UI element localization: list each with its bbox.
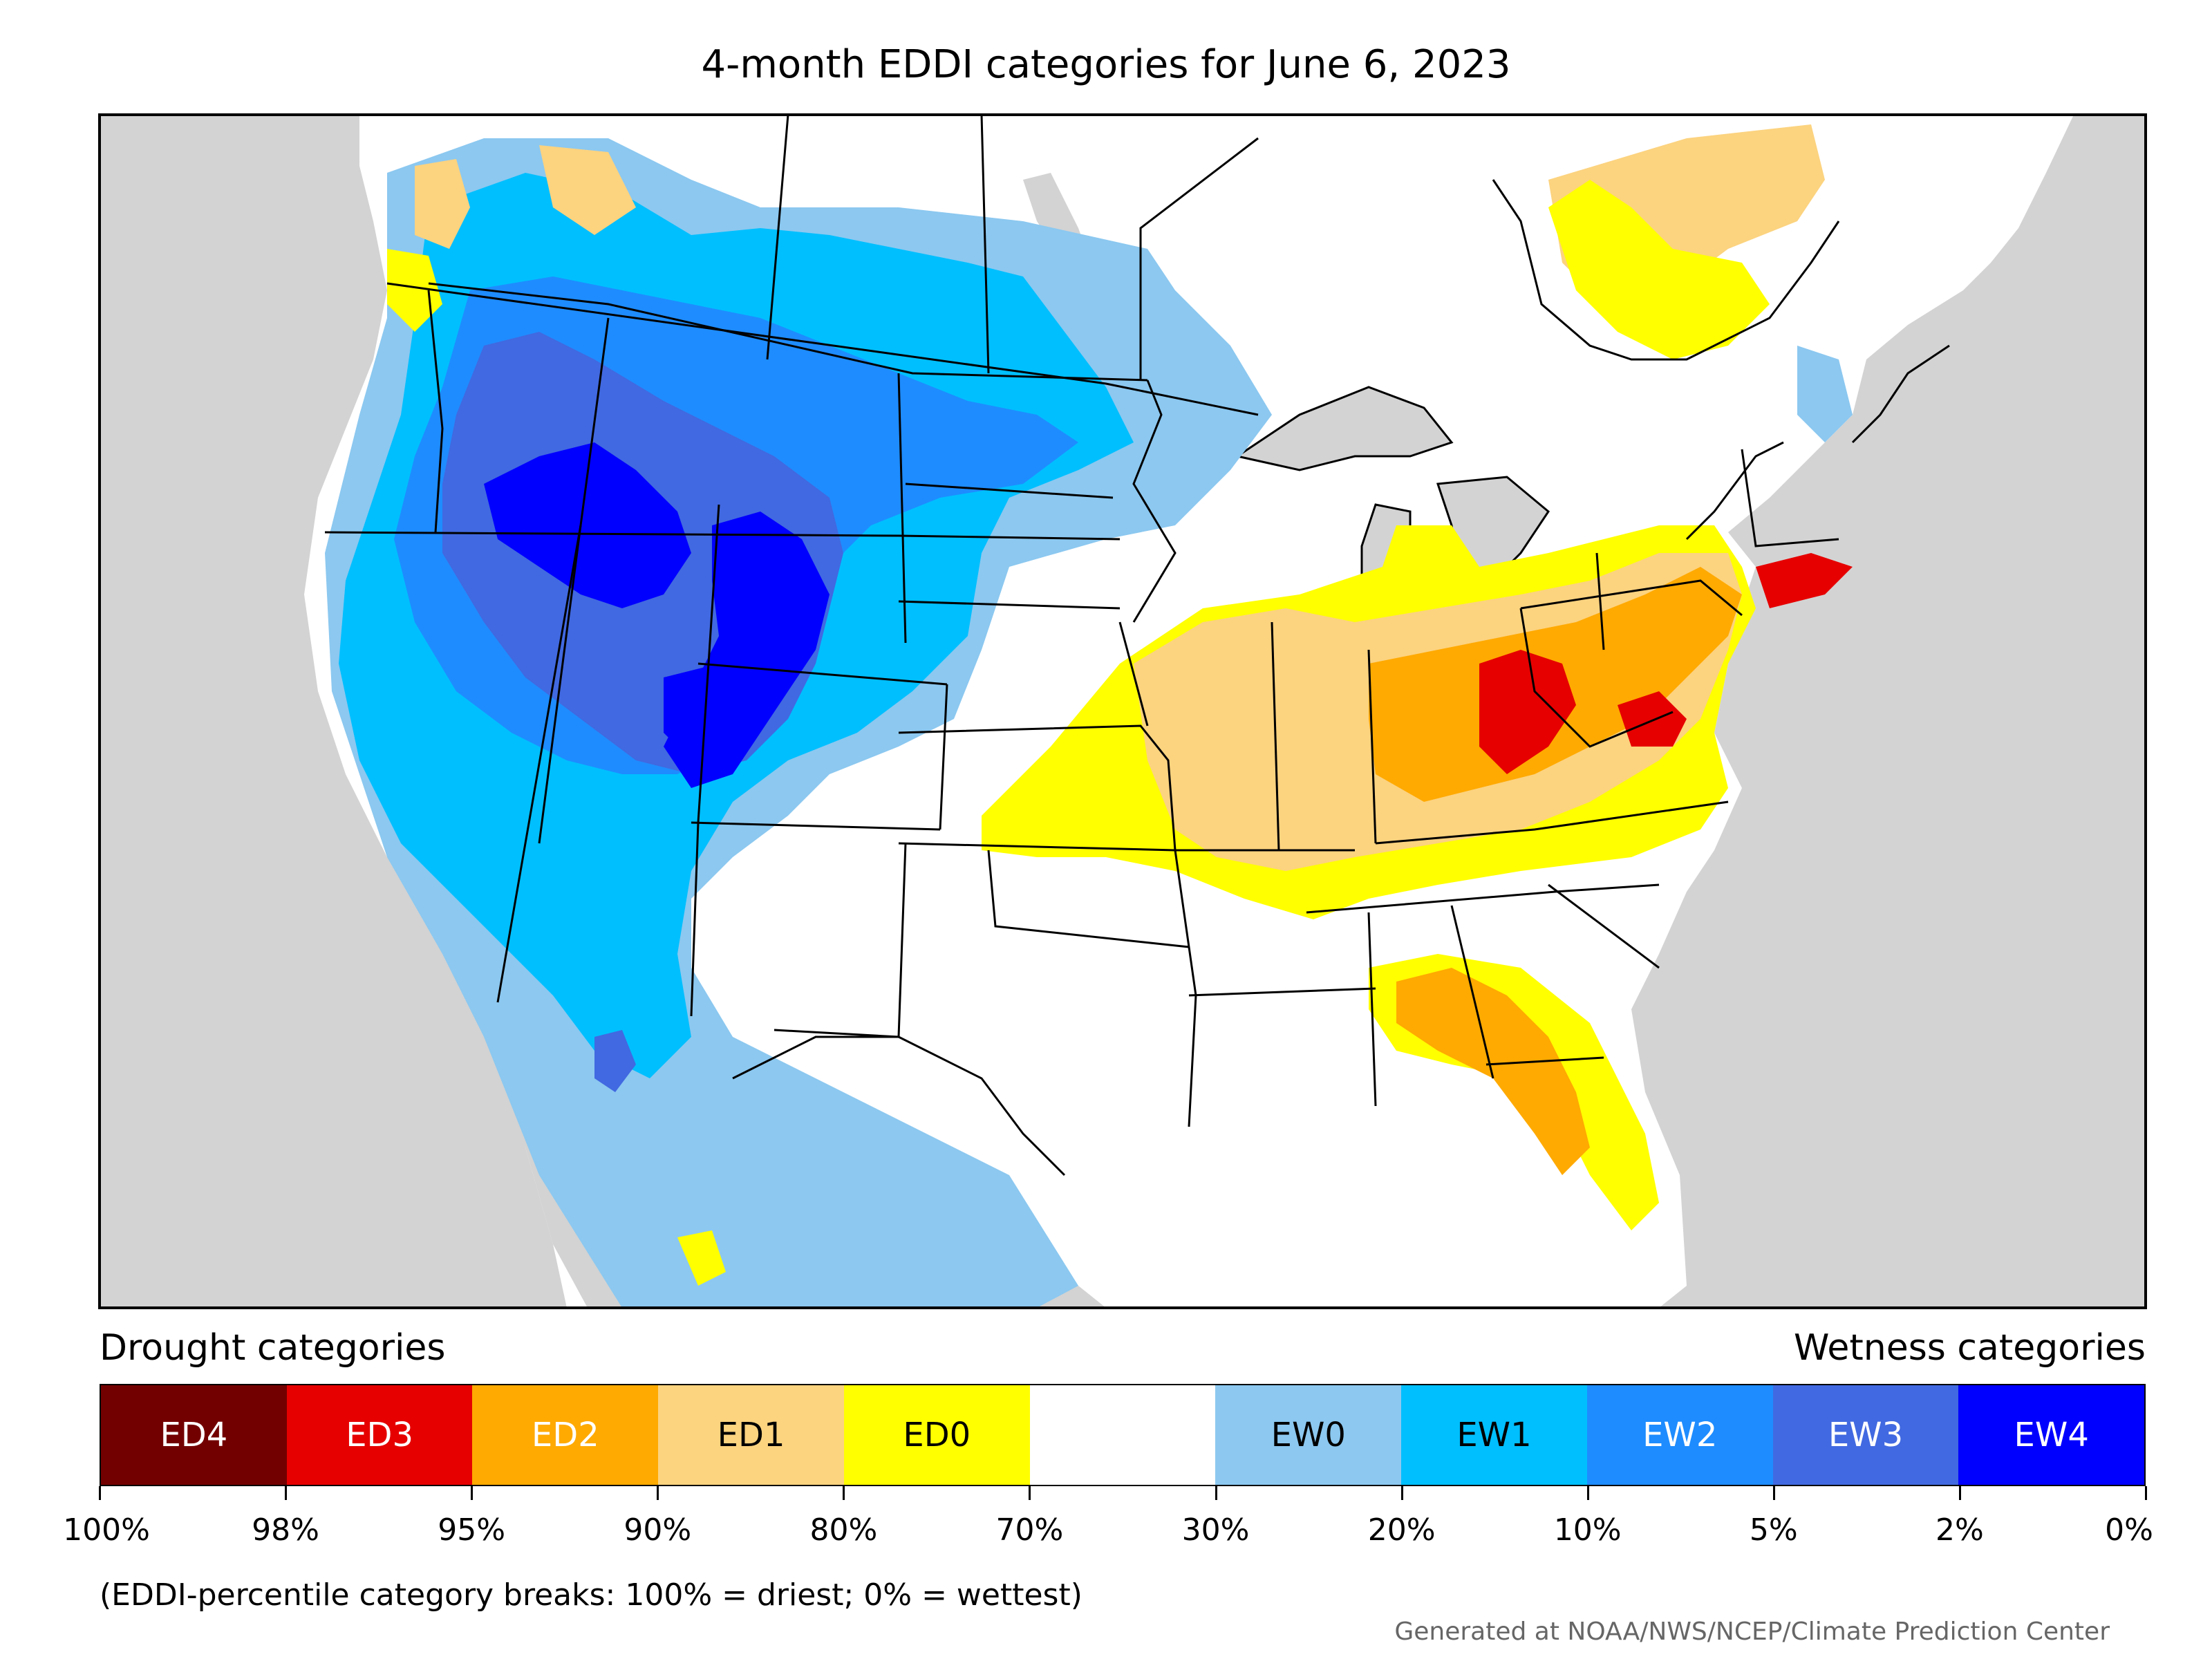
colorbar-tick	[1772, 1486, 1775, 1500]
percentile-note: (EDDI-percentile category breaks: 100% =…	[100, 1577, 1082, 1613]
category-colorbar: ED4 ED3 ED2 ED1 ED0 EW0 EW1 EW2 EW3 EW4	[100, 1384, 2146, 1486]
ed1-alberta	[539, 145, 636, 235]
wetness-categories-heading: Wetness categories	[1794, 1327, 2146, 1369]
colorbar-tick	[1029, 1486, 1031, 1500]
ed0-quebec	[1548, 180, 1770, 359]
colorbar-tick-label: 5%	[1749, 1512, 1798, 1548]
credit-line: Generated at NOAA/NWS/NCEP/Climate Predi…	[1394, 1618, 2110, 1646]
ed3-connecticut	[1756, 553, 1853, 608]
ed3-ohio	[1479, 650, 1576, 774]
legend-cell-ew2: EW2	[1586, 1385, 1773, 1485]
map-frame	[98, 113, 2147, 1309]
state-boundaries	[324, 282, 1839, 1177]
colorbar-tick	[843, 1486, 845, 1500]
country-boundaries	[386, 114, 1950, 444]
legend-cell-normal	[1029, 1385, 1216, 1485]
colorbar-tick-label: 95%	[438, 1512, 506, 1548]
legend-cell-ed2: ED2	[472, 1385, 659, 1485]
lake-superior	[1235, 386, 1454, 471]
ed2-southeast	[1396, 968, 1590, 1175]
legend-cell-ed4: ED4	[101, 1385, 287, 1485]
legend-cell-ew3: EW3	[1772, 1385, 1959, 1485]
colorbar-tick-label: 80%	[809, 1512, 878, 1548]
colorbar-tick-label: 90%	[624, 1512, 692, 1548]
legend-cell-ed3: ED3	[286, 1385, 473, 1485]
colorbar-tick-label: 30%	[1181, 1512, 1250, 1548]
colorbar-tick	[1586, 1486, 1589, 1500]
drought-categories-heading: Drought categories	[100, 1327, 446, 1369]
colorbar-tick-label: 20%	[1367, 1512, 1436, 1548]
ed0-bc	[387, 249, 442, 332]
colorbar-ticks	[99, 1486, 2147, 1500]
ew4-idaho-oregon	[484, 442, 691, 608]
legend-cell-ed1: ED1	[658, 1385, 844, 1485]
colorbar-tick	[1958, 1486, 1961, 1500]
legend-cell-ed0: ED0	[843, 1385, 1030, 1485]
ed0-mexico	[677, 1230, 726, 1286]
colorbar-tick-label: 2%	[1936, 1512, 1984, 1548]
colorbar-tick	[2145, 1486, 2147, 1500]
colorbar-tick	[285, 1486, 288, 1500]
colorbar-tick	[1215, 1486, 1217, 1500]
ew0-northeast	[1797, 346, 1853, 442]
legend-cell-ew1: EW1	[1401, 1385, 1587, 1485]
colorbar-tick	[99, 1486, 101, 1500]
colorbar-tick	[471, 1486, 474, 1500]
ew3-arizona	[594, 1030, 636, 1092]
legend-cell-ew0: EW0	[1215, 1385, 1402, 1485]
colorbar-tick	[1400, 1486, 1403, 1500]
colorbar-tick-label: 70%	[995, 1512, 1064, 1548]
colorbar-tick-label: 100%	[63, 1512, 150, 1548]
colorbar-tick-label: 10%	[1553, 1512, 1622, 1548]
map-title: 4-month EDDI categories for June 6, 2023	[701, 42, 1511, 87]
ed1-bc	[415, 159, 470, 249]
colorbar-tick	[657, 1486, 659, 1500]
legend-cell-ew4: EW4	[1958, 1385, 2145, 1485]
colorbar-tick-label: 98%	[252, 1512, 319, 1548]
colorbar-tick-label: 0%	[2105, 1512, 2153, 1548]
ed3-virginia	[1618, 691, 1687, 747]
